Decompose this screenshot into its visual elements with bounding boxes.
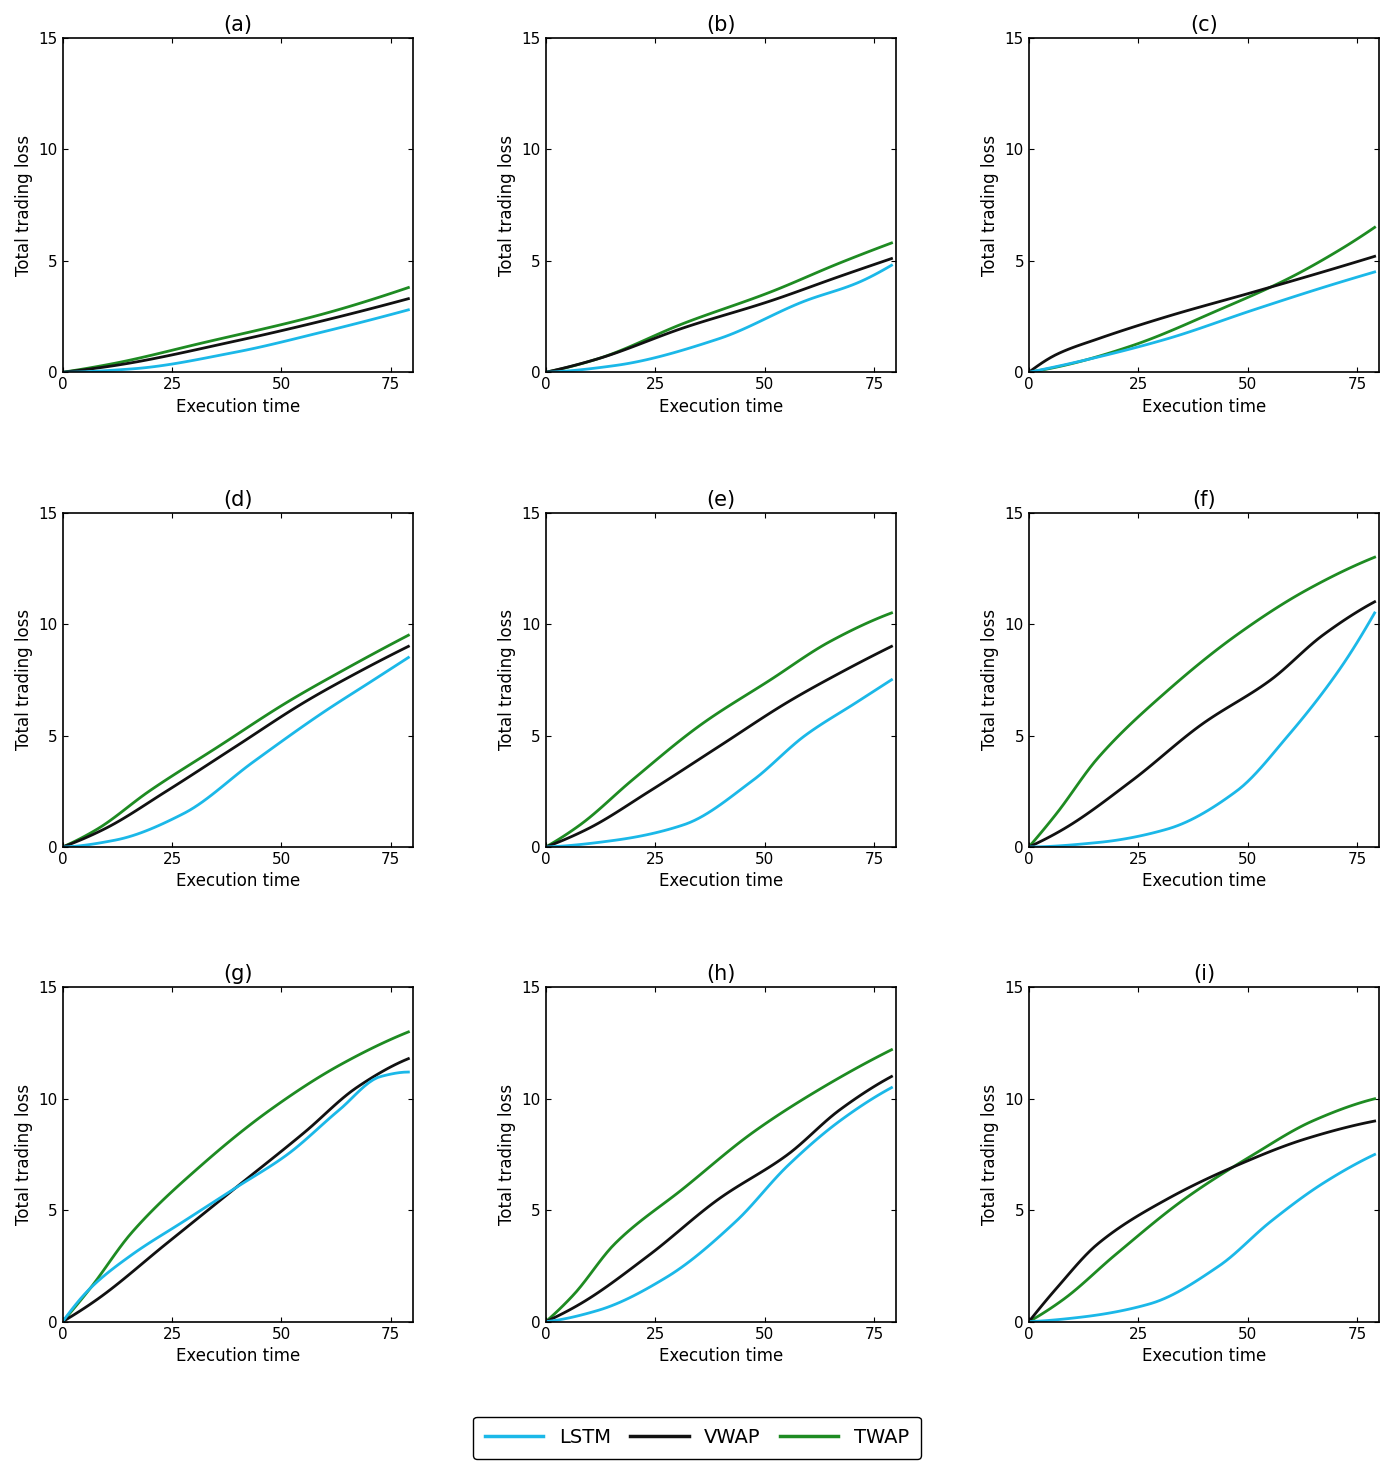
Y-axis label: Total trading loss: Total trading loss (498, 1083, 516, 1225)
Title: (c): (c) (1190, 15, 1218, 35)
X-axis label: Execution time: Execution time (1142, 1348, 1266, 1365)
Title: (h): (h) (707, 964, 736, 984)
X-axis label: Execution time: Execution time (1142, 872, 1266, 890)
Title: (b): (b) (707, 15, 736, 35)
Y-axis label: Total trading loss: Total trading loss (498, 134, 516, 276)
X-axis label: Execution time: Execution time (659, 1348, 783, 1365)
Title: (g): (g) (223, 964, 252, 984)
Title: (f): (f) (1192, 490, 1216, 509)
Title: (d): (d) (223, 490, 252, 509)
Title: (a): (a) (223, 15, 252, 35)
Y-axis label: Total trading loss: Total trading loss (981, 1083, 999, 1225)
Title: (e): (e) (707, 490, 736, 509)
Y-axis label: Total trading loss: Total trading loss (981, 134, 999, 276)
Y-axis label: Total trading loss: Total trading loss (981, 610, 999, 750)
Legend: LSTM, VWAP, TWAP: LSTM, VWAP, TWAP (473, 1417, 921, 1458)
Y-axis label: Total trading loss: Total trading loss (15, 1083, 33, 1225)
X-axis label: Execution time: Execution time (659, 397, 783, 416)
X-axis label: Execution time: Execution time (176, 1348, 300, 1365)
X-axis label: Execution time: Execution time (659, 872, 783, 890)
Y-axis label: Total trading loss: Total trading loss (15, 134, 33, 276)
Title: (i): (i) (1193, 964, 1216, 984)
X-axis label: Execution time: Execution time (176, 397, 300, 416)
X-axis label: Execution time: Execution time (1142, 397, 1266, 416)
X-axis label: Execution time: Execution time (176, 872, 300, 890)
Y-axis label: Total trading loss: Total trading loss (15, 610, 33, 750)
Y-axis label: Total trading loss: Total trading loss (498, 610, 516, 750)
